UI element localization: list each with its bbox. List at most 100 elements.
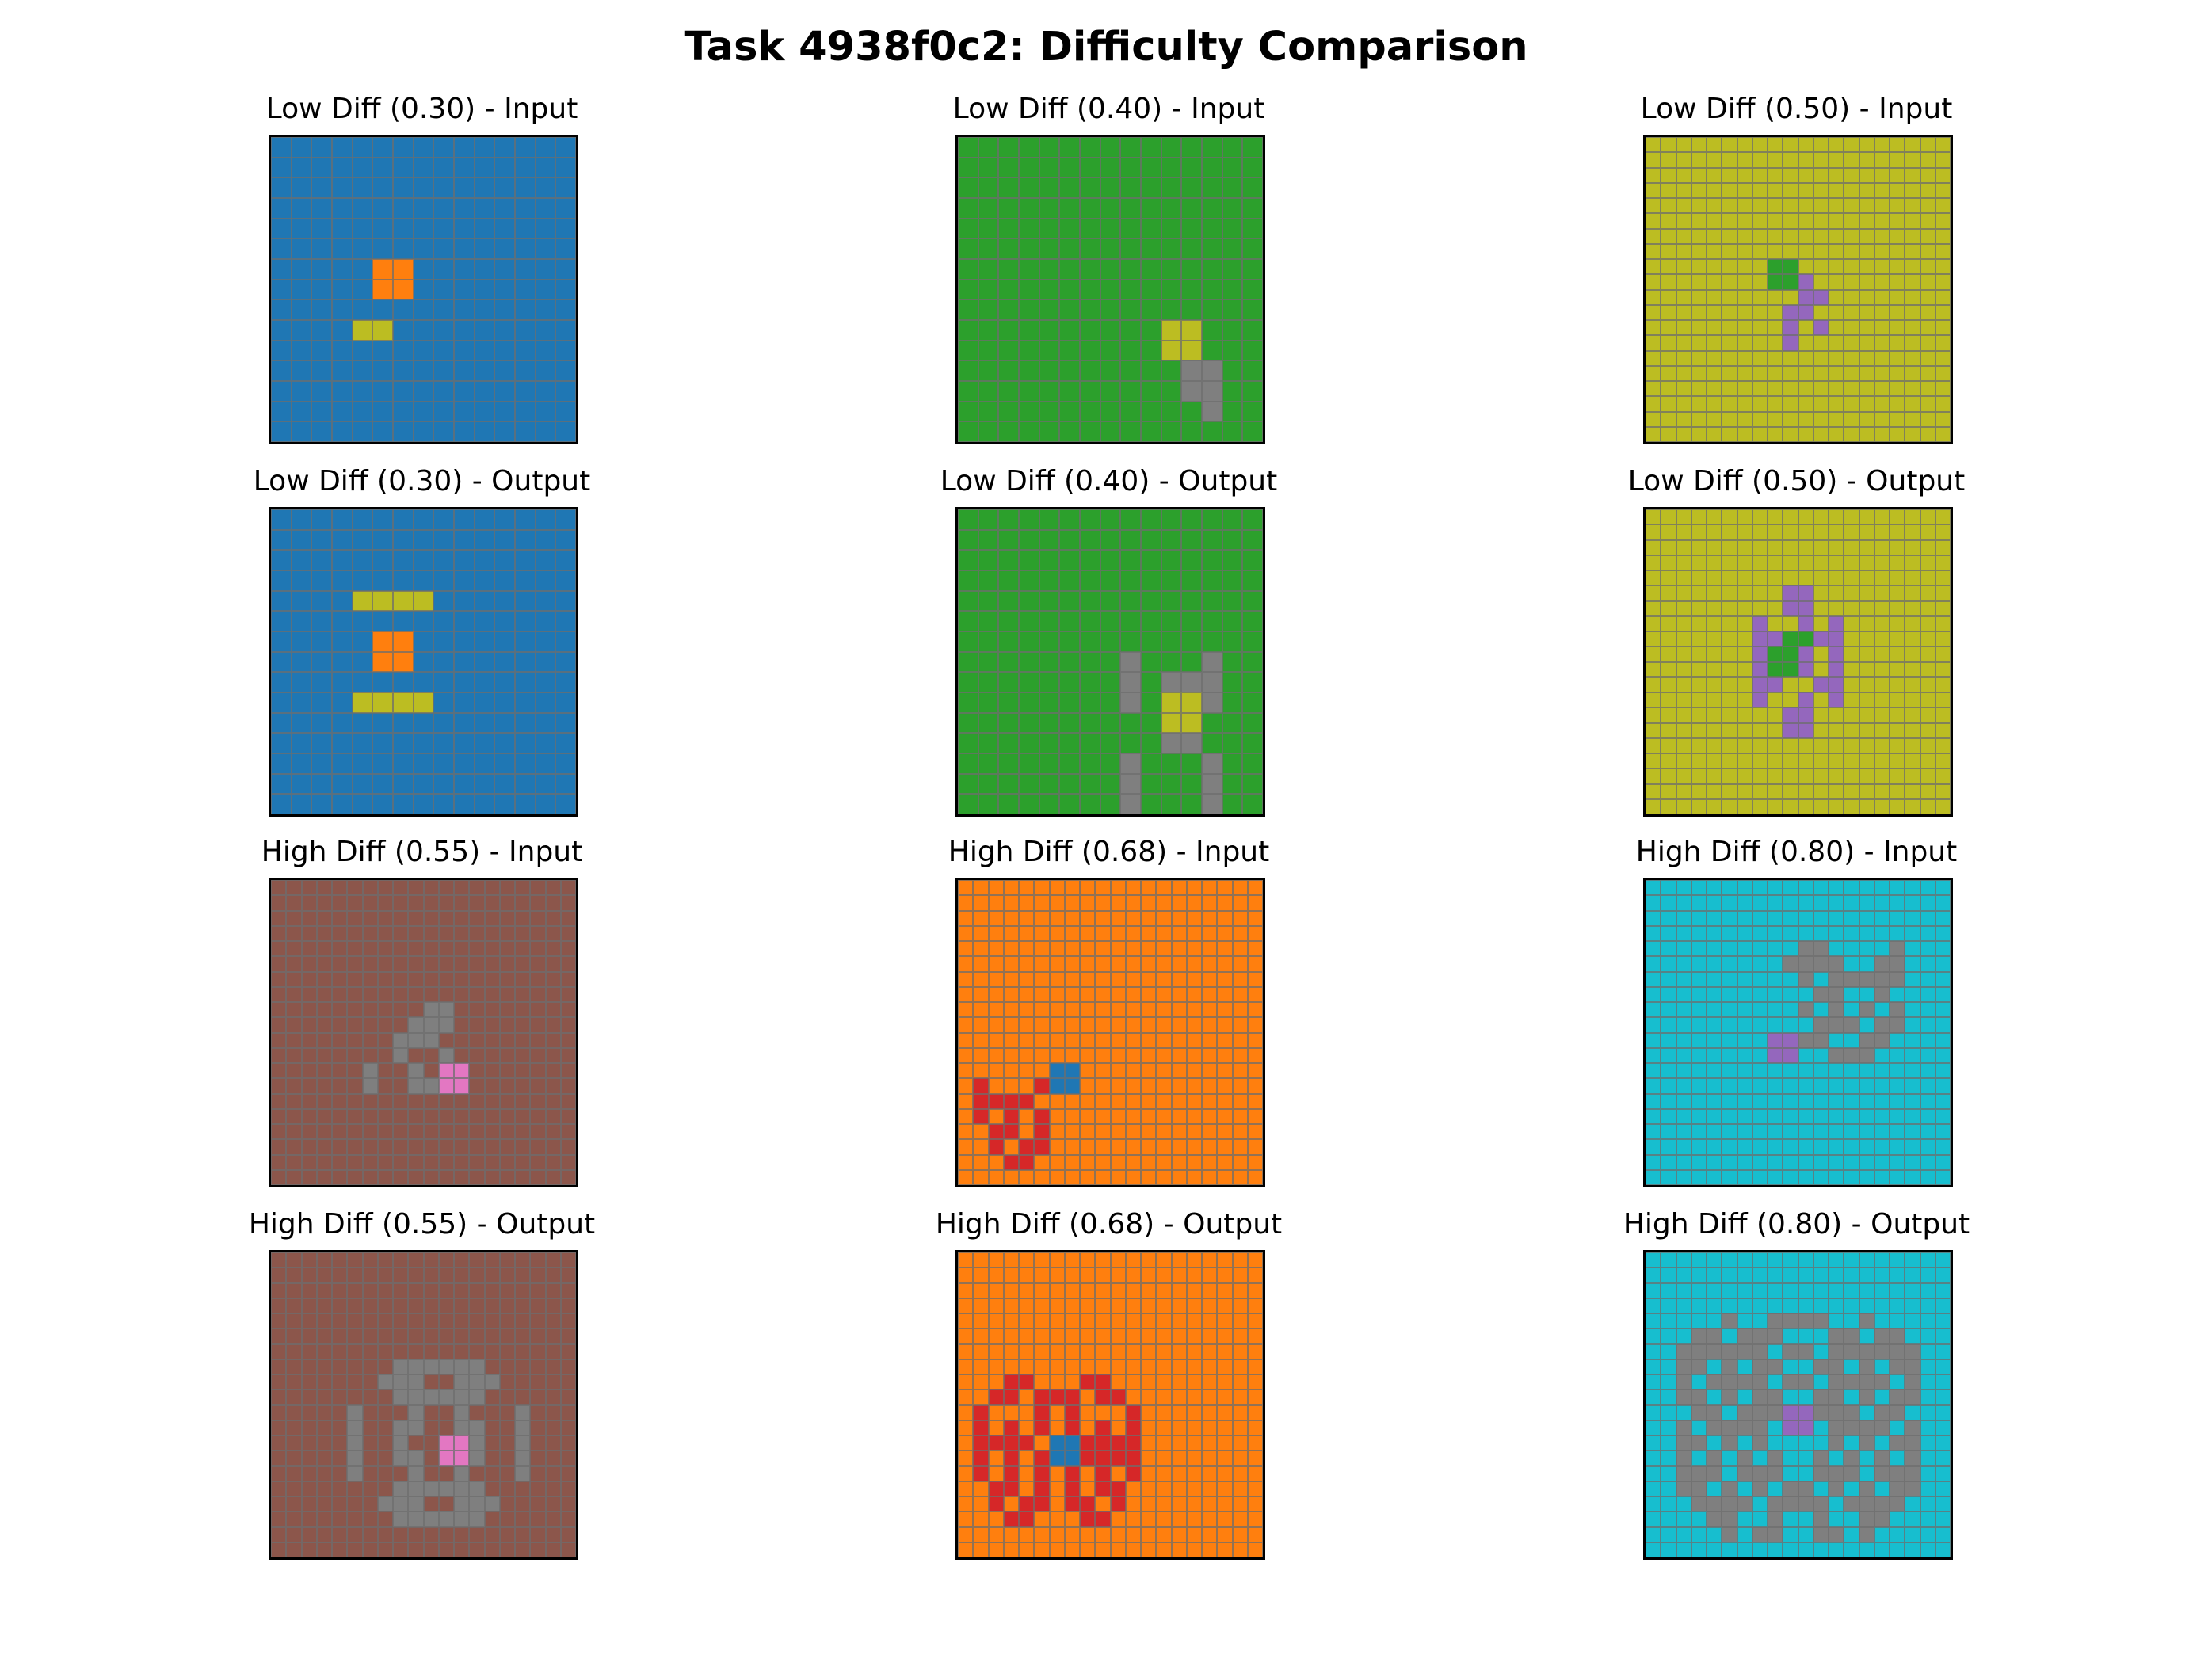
grid-cell [1018,590,1039,612]
figure-title: Task 4938f0c2: Difficulty Comparison [684,24,1528,71]
grid-cell [545,880,561,896]
grid-cell [1783,753,1798,769]
grid-cell [1018,258,1039,280]
grid-cell [377,880,393,896]
grid-cell [1829,524,1844,540]
grid-cell [1661,365,1676,381]
grid-cell [352,794,373,814]
grid-cell [530,1063,546,1079]
grid-cell [1874,335,1890,351]
grid-cell [1798,274,1813,290]
grid-cell [1691,1267,1707,1283]
grid-cell [469,1032,485,1048]
grid-cell [1813,631,1829,647]
grid-cell [1247,1169,1263,1185]
grid-cell [1125,1124,1141,1140]
grid-cell [494,550,515,570]
grid-cell [1019,1542,1035,1557]
grid-cell [347,986,363,1002]
grid-cell [499,986,515,1002]
grid-cell [1813,570,1829,586]
grid-cell [514,340,536,361]
grid-cell [408,1420,424,1435]
grid-cell [1752,676,1768,692]
grid-cell [1783,722,1798,738]
grid-cell [1125,1047,1141,1063]
grid-cell [271,1017,287,1033]
grid-cell [438,1359,454,1374]
grid-cell [1661,1047,1676,1063]
grid-cell [514,360,536,381]
grid-cell [1201,319,1222,341]
grid-cell [515,1511,531,1527]
grid-cell [1247,925,1263,941]
grid-cell [1722,1496,1737,1512]
grid-cell [1722,910,1737,926]
grid-cell [1737,880,1752,896]
grid-cell [393,1139,409,1155]
grid-cell [1783,768,1798,784]
grid-cell [1859,1093,1874,1109]
grid-cell [1161,319,1182,341]
grid-cell [1156,1169,1172,1185]
grid-cell [1737,661,1752,677]
grid-cell [392,733,414,753]
grid-cell [1905,1374,1920,1390]
grid-cell [1691,661,1707,677]
grid-cell [1844,539,1859,555]
grid-cell [1217,1374,1233,1390]
grid-cell [1707,692,1722,708]
grid-cell [1768,1481,1783,1496]
grid-cell [393,1124,409,1140]
grid-cell [1064,1169,1080,1185]
grid-cell [1676,1374,1691,1390]
grid-cell [1676,971,1691,987]
grid-cell [1646,539,1661,555]
grid-cell [1691,259,1707,275]
grid-cell [453,712,475,734]
grid-cell [377,941,393,957]
grid-cell [1171,1282,1187,1298]
grid-cell [1003,1078,1019,1094]
grid-cell [978,550,999,570]
grid-cell [1813,1267,1829,1283]
grid-cell [1018,157,1039,178]
grid-cell [469,1267,485,1283]
grid-cell [1242,421,1263,442]
grid-cell [286,1169,302,1185]
grid-cell [545,1420,561,1435]
grid-cell [1890,1496,1905,1512]
grid-cell [1890,1359,1905,1374]
grid-cell [973,1252,989,1268]
grid-cell [1018,299,1039,320]
grid-cell [1859,335,1874,351]
grid-cell [1859,1343,1874,1359]
grid-cell [377,1282,393,1298]
grid-cell [973,910,989,926]
grid-cell [331,529,353,551]
grid-cell [1905,320,1920,336]
grid-cell [393,1267,409,1283]
grid-cell [377,1124,393,1140]
grid-cell [1039,258,1060,280]
grid-cell [1156,1374,1172,1390]
grid-cell [1676,137,1691,153]
grid-cell [1141,986,1157,1002]
grid-cell [1181,380,1202,402]
grid-cell [377,1154,393,1170]
grid-cell [1003,971,1019,987]
grid-cell [1783,152,1798,168]
grid-cell [316,1154,332,1170]
grid-cell [423,1267,439,1283]
grid-cell [973,1139,989,1155]
grid-cell [1141,1093,1157,1109]
grid-cell [291,157,312,178]
grid-cell [332,956,348,972]
grid-cell [1676,228,1691,244]
grid-cell [494,218,515,239]
grid-cell [1181,157,1202,178]
grid-cell [1049,1389,1065,1405]
grid-cell [1222,590,1243,612]
grid-cell [1890,1032,1905,1048]
grid-cell [1859,1252,1874,1268]
